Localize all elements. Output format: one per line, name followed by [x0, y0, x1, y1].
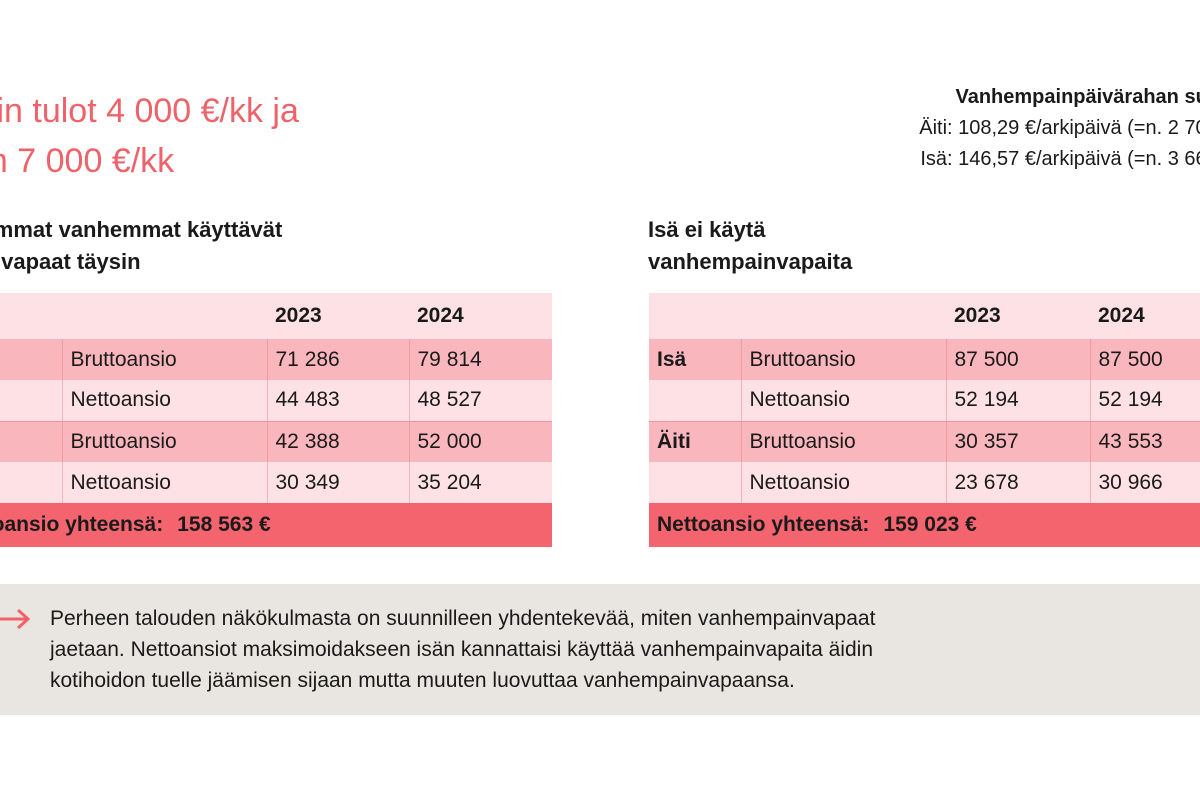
- total-cell: Nettoansio yhteensä: 159 023 €: [649, 503, 1200, 547]
- value-cell: 48 527: [408, 380, 552, 421]
- total-value: 158 563 €: [177, 513, 271, 536]
- income-type-cell: Bruttoansio: [61, 420, 267, 462]
- value-cell: 30 966: [1089, 462, 1200, 503]
- year-header: 2023: [946, 293, 1090, 339]
- value-cell: 30 349: [266, 462, 409, 503]
- conclusion-line-2: jaetaan. Nettoansiot maksimoidakseen isä…: [50, 638, 873, 661]
- table-row: Nettoansio 52 194 52 194: [649, 380, 1200, 421]
- person-cell: ti: [0, 420, 62, 462]
- table-header-row: 2023 2024: [649, 293, 1200, 339]
- income-type-cell: Nettoansio: [61, 380, 267, 421]
- right-scenario-title-line-1: Isä ei käytä: [648, 217, 766, 242]
- person-cell: Isä: [649, 339, 741, 380]
- arrow-right-icon: [0, 606, 32, 632]
- allowance-info-mother: Äiti: 108,29 €/arkipäivä (=n. 2 707 €/: [919, 117, 1200, 139]
- total-cell: ettoansio yhteensä: 158 563 €: [0, 503, 552, 547]
- person-cell: [0, 462, 62, 503]
- value-cell: 35 204: [408, 462, 552, 503]
- conclusion-text: Perheen talouden näkökulmasta on suunnil…: [50, 603, 1170, 696]
- income-type-cell: Nettoansio: [61, 462, 267, 503]
- person-cell: [649, 380, 741, 421]
- person-cell: ä: [0, 339, 62, 380]
- table-row: ä Bruttoansio 71 286 79 814: [0, 339, 552, 380]
- right-scenario-title-line-2: vanhempainvapaita: [648, 249, 853, 274]
- table-row: Nettoansio 44 483 48 527: [0, 380, 552, 421]
- conclusion-line-3: kotihoidon tuelle jäämisen sijaan mutta …: [50, 669, 795, 692]
- value-cell: 23 678: [945, 462, 1090, 503]
- total-row: Nettoansio yhteensä: 159 023 €: [649, 503, 1200, 547]
- headline-line-2: än 7 000 €/kk: [0, 142, 175, 180]
- income-type-cell: Bruttoansio: [61, 339, 267, 380]
- value-cell: 42 388: [266, 420, 409, 462]
- table-row: Isä Bruttoansio 87 500 87 500: [649, 339, 1200, 380]
- total-label: ettoansio yhteensä:: [0, 513, 164, 536]
- left-scenario-title-line-1: olemmat vanhemmat käyttävät: [0, 217, 283, 242]
- value-cell: 87 500: [1089, 339, 1200, 380]
- conclusion-line-1: Perheen talouden näkökulmasta on suunnil…: [50, 607, 876, 630]
- income-type-cell: Bruttoansio: [740, 339, 946, 380]
- total-row: ettoansio yhteensä: 158 563 €: [0, 503, 552, 547]
- allowance-info-father: Isä: 146,57 €/arkipäivä (=n. 3 664 €/: [920, 148, 1200, 170]
- income-type-cell: Nettoansio: [740, 462, 946, 503]
- value-cell: 52 000: [408, 420, 552, 462]
- value-cell: 52 194: [1089, 380, 1200, 421]
- right-income-table: 2023 2024 Isä Bruttoansio 87 500 87 500 …: [649, 293, 1200, 547]
- year-header: 2024: [1090, 293, 1200, 339]
- allowance-info-title: Vanhempainpäivärahan suuru: [955, 86, 1200, 108]
- value-cell: 79 814: [408, 339, 552, 380]
- table-header-row: 2023 2024: [0, 293, 552, 339]
- left-scenario-title-line-2: nat vapaat täysin: [0, 249, 141, 274]
- year-header: 2023: [267, 293, 409, 339]
- total-label: Nettoansio yhteensä:: [657, 513, 870, 536]
- income-type-cell: Bruttoansio: [740, 420, 946, 462]
- value-cell: 71 286: [266, 339, 409, 380]
- value-cell: 52 194: [945, 380, 1090, 421]
- value-cell: 44 483: [266, 380, 409, 421]
- table-row: ti Bruttoansio 42 388 52 000: [0, 420, 552, 462]
- headline-line-1: idin tulot 4 000 €/kk ja: [0, 92, 299, 130]
- value-cell: 43 553: [1089, 420, 1200, 462]
- conclusion-note: Perheen talouden näkökulmasta on suunnil…: [0, 584, 1200, 715]
- table-row: Nettoansio 23 678 30 966: [649, 462, 1200, 503]
- value-cell: 87 500: [945, 339, 1090, 380]
- table-row: Äiti Bruttoansio 30 357 43 553: [649, 420, 1200, 462]
- person-cell: [0, 380, 62, 421]
- income-type-cell: Nettoansio: [740, 380, 946, 421]
- headline: idin tulot 4 000 €/kk ja än 7 000 €/kk: [0, 86, 490, 186]
- table-row: Nettoansio 30 349 35 204: [0, 462, 552, 503]
- total-value: 159 023 €: [883, 513, 977, 536]
- left-scenario-title: olemmat vanhemmat käyttävät nat vapaat t…: [0, 214, 402, 278]
- person-cell: Äiti: [649, 420, 741, 462]
- value-cell: 30 357: [945, 420, 1090, 462]
- year-header: 2024: [409, 293, 552, 339]
- allowance-info: Vanhempainpäivärahan suuru Äiti: 108,29 …: [770, 82, 1200, 175]
- right-scenario-title: Isä ei käytä vanhempainvapaita: [648, 214, 1088, 278]
- person-cell: [649, 462, 741, 503]
- left-income-table: 2023 2024 ä Bruttoansio 71 286 79 814 Ne…: [0, 293, 552, 547]
